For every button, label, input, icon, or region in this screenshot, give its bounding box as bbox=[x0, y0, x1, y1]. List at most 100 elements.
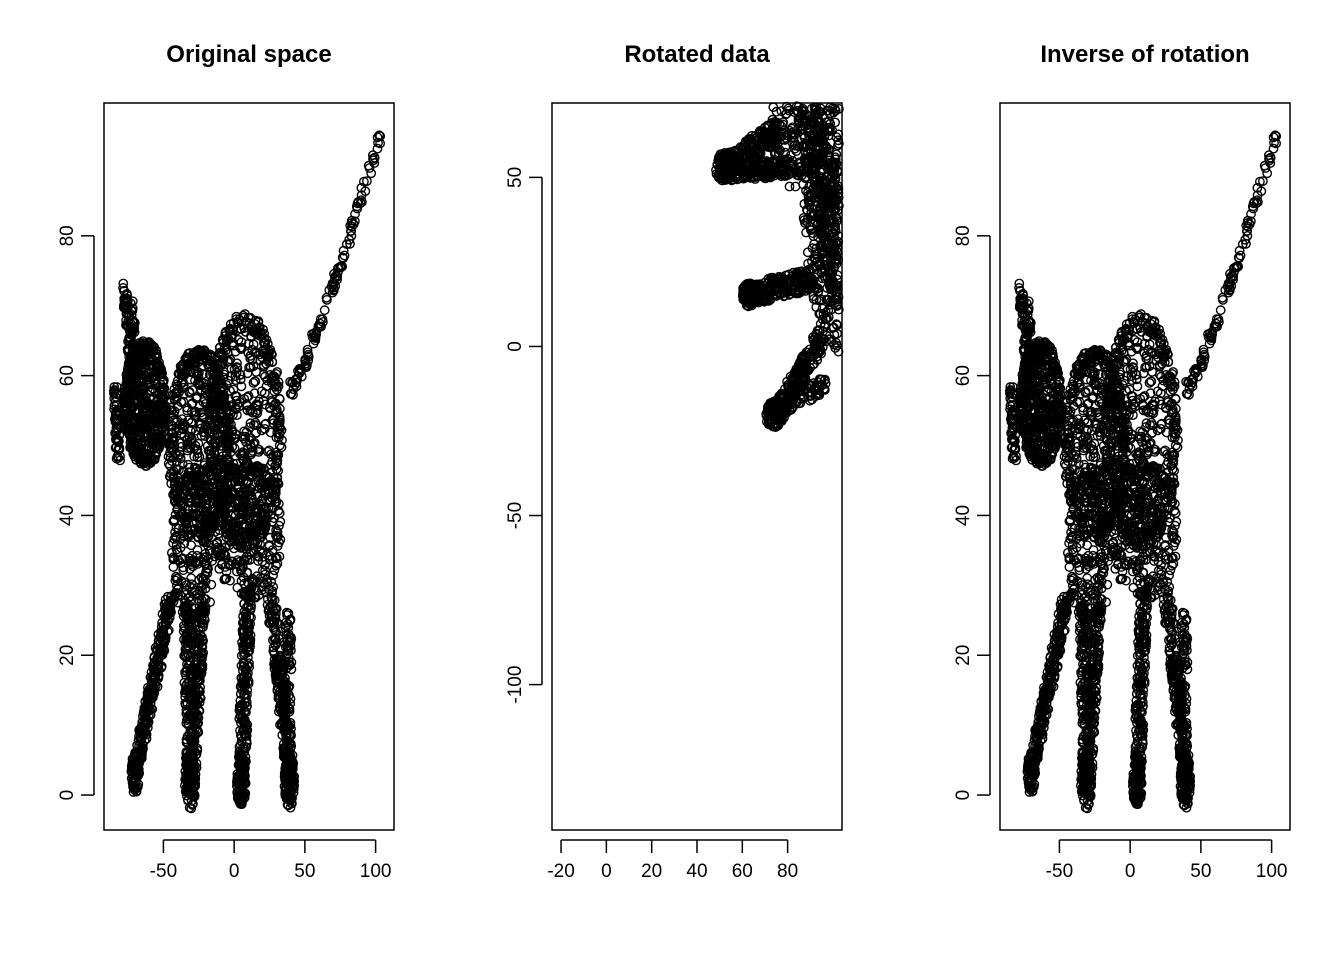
data-point bbox=[200, 382, 211, 393]
data-point bbox=[159, 411, 170, 422]
plot-frame bbox=[103, 102, 395, 831]
data-point bbox=[137, 403, 148, 414]
y-axis: 0 20 40 60 80 bbox=[57, 225, 95, 801]
data-point bbox=[115, 455, 126, 466]
data-point bbox=[158, 376, 169, 387]
data-point bbox=[185, 374, 196, 385]
y-tick-label: 0 bbox=[57, 790, 78, 801]
data-point bbox=[192, 545, 203, 555]
data-point bbox=[790, 181, 801, 192]
x-tick-label: -50 bbox=[150, 861, 177, 882]
data-point bbox=[163, 458, 174, 469]
data-point bbox=[156, 423, 167, 434]
data-point bbox=[151, 396, 162, 407]
data-point bbox=[115, 451, 125, 462]
data-point bbox=[113, 415, 124, 426]
data-point bbox=[109, 393, 120, 404]
y-tick-label: -100 bbox=[505, 666, 526, 704]
x-tick-label: 20 bbox=[641, 861, 662, 882]
data-point bbox=[187, 385, 198, 395]
data-point bbox=[186, 573, 197, 583]
y-axis: -100 -50 0 50 bbox=[505, 167, 543, 704]
data-point bbox=[126, 327, 137, 338]
data-point bbox=[185, 425, 196, 436]
data-point bbox=[131, 355, 141, 366]
data-point bbox=[139, 383, 150, 393]
data-point bbox=[123, 424, 134, 435]
x-tick-label: 0 bbox=[229, 861, 240, 882]
y-tick-label: -50 bbox=[505, 502, 526, 529]
data-point bbox=[129, 362, 140, 373]
data-point bbox=[372, 143, 383, 154]
data-point bbox=[151, 349, 162, 359]
data-point bbox=[118, 278, 129, 289]
data-point bbox=[157, 422, 168, 433]
data-point bbox=[144, 453, 155, 464]
data-point bbox=[143, 343, 154, 354]
data-point bbox=[179, 431, 190, 442]
data-point bbox=[178, 418, 188, 429]
y-tick-label: 40 bbox=[57, 505, 78, 526]
data-point bbox=[127, 296, 138, 307]
data-point bbox=[150, 441, 161, 452]
data-point bbox=[177, 459, 188, 469]
data-point bbox=[122, 376, 133, 387]
data-point bbox=[110, 413, 121, 424]
data-point bbox=[112, 382, 122, 392]
data-point bbox=[127, 339, 138, 350]
x-axis: -20 0 20 40 60 80 bbox=[547, 839, 798, 882]
data-point bbox=[191, 444, 202, 455]
x-tick-label: 100 bbox=[360, 861, 392, 882]
data-point bbox=[319, 305, 330, 316]
points bbox=[109, 130, 386, 814]
y-tick-label: 50 bbox=[505, 167, 526, 188]
plot-frame bbox=[551, 102, 843, 831]
data-point bbox=[159, 383, 169, 394]
data-point bbox=[148, 406, 159, 417]
data-point bbox=[190, 425, 201, 436]
x-axis: -50 0 50 100 bbox=[150, 839, 392, 882]
data-point bbox=[144, 367, 155, 377]
y-tick-label: 20 bbox=[57, 645, 78, 666]
x-tick-label: 40 bbox=[686, 861, 707, 882]
x-tick-label: 50 bbox=[294, 861, 315, 882]
data-point bbox=[129, 346, 140, 357]
data-point bbox=[178, 424, 189, 435]
panel-title: Rotated data bbox=[624, 41, 770, 68]
y-tick-label: 80 bbox=[57, 225, 78, 246]
data-point bbox=[132, 404, 143, 415]
data-point bbox=[154, 361, 165, 372]
data-point bbox=[182, 402, 193, 413]
data-point bbox=[144, 374, 155, 385]
data-point bbox=[139, 408, 150, 419]
data-point bbox=[193, 367, 204, 378]
data-point bbox=[175, 449, 185, 460]
data-point bbox=[131, 367, 142, 378]
data-point bbox=[142, 455, 152, 466]
points bbox=[711, 101, 844, 432]
x-tick-label: 60 bbox=[732, 861, 753, 882]
data-point bbox=[190, 375, 200, 386]
data-point bbox=[154, 441, 165, 452]
x-tick-label: 80 bbox=[777, 861, 798, 882]
data-point bbox=[125, 437, 136, 448]
data-point bbox=[137, 389, 148, 399]
data-point bbox=[127, 303, 138, 314]
data-point bbox=[830, 117, 840, 128]
x-tick-label: 0 bbox=[601, 861, 612, 882]
data-point bbox=[120, 394, 131, 405]
y-tick-label: 60 bbox=[57, 365, 78, 386]
data-point bbox=[142, 452, 153, 462]
data-point bbox=[133, 453, 144, 464]
data-point bbox=[114, 444, 125, 455]
data-point bbox=[147, 416, 158, 426]
data-point bbox=[140, 443, 151, 454]
y-tick-label: 0 bbox=[505, 341, 526, 352]
data-point bbox=[154, 436, 164, 447]
data-point bbox=[178, 389, 189, 400]
data-point bbox=[175, 453, 186, 464]
data-point bbox=[274, 440, 285, 451]
